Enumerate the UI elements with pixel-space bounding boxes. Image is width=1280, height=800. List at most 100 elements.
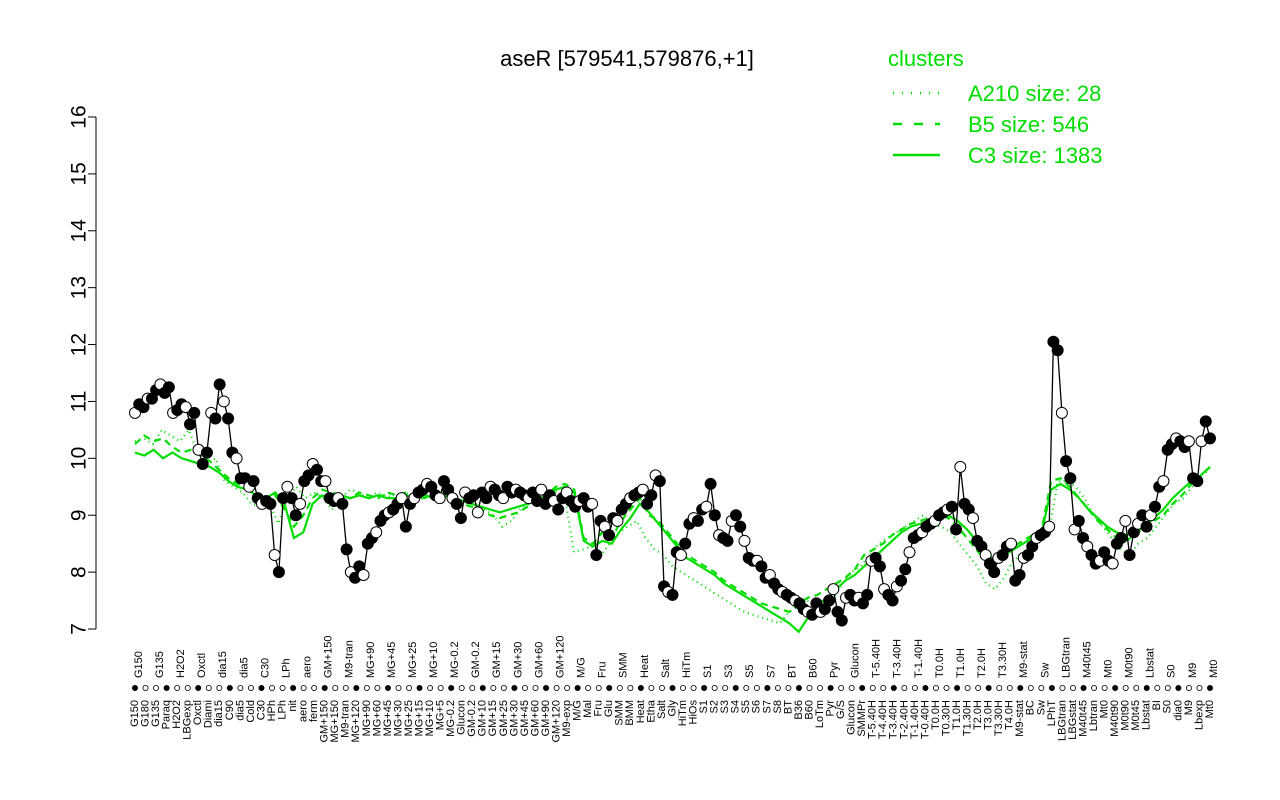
- x-tick-label: GM+60: [529, 700, 541, 736]
- x-tick-mark: [416, 685, 423, 692]
- x-tick-mark: [764, 685, 771, 692]
- x-tick-label: T-3.40H: [888, 700, 900, 739]
- x-tick-label-upper: T0.0H: [934, 648, 946, 678]
- x-tick-label-upper: H2O2: [175, 649, 187, 678]
- x-tick-mark: [1080, 685, 1087, 692]
- x-tick-mark: [1112, 685, 1119, 692]
- x-tick-label: MG-0.2: [445, 700, 457, 737]
- x-tick-mark: [774, 685, 781, 692]
- data-point: [552, 503, 565, 516]
- x-tick-label: T0.30H: [940, 700, 952, 736]
- x-tick-label-upper: M9-tran: [344, 640, 356, 678]
- x-tick-label: T2.0H: [972, 700, 984, 730]
- x-tick-label: M9: [1183, 700, 1195, 715]
- y-tick-label: 14: [68, 219, 91, 243]
- x-tick-mark: [384, 685, 391, 692]
- x-tick-label: MG+30: [392, 700, 404, 736]
- series-line-main: [134, 341, 1211, 623]
- x-tick-label-upper: Glucon: [850, 643, 862, 678]
- x-tick-mark: [932, 685, 939, 692]
- data-point: [1060, 455, 1073, 468]
- x-tick-mark: [585, 685, 592, 692]
- data-point: [674, 549, 687, 562]
- data-point: [1140, 520, 1153, 533]
- x-tick-mark: [258, 685, 265, 692]
- data-point: [217, 395, 230, 408]
- x-tick-label-upper: Mt0: [1103, 660, 1115, 678]
- x-tick-label-upper: B60: [807, 658, 819, 678]
- x-tick-label: LPhT: [1046, 700, 1058, 727]
- x-tick-mark: [1101, 685, 1108, 692]
- y-tick-label: 11: [68, 391, 91, 413]
- x-tick-mark: [616, 685, 623, 692]
- x-tick-label: dia0: [1172, 700, 1184, 721]
- x-tick-label: GM+150: [319, 700, 331, 743]
- x-tick-mark: [490, 685, 497, 692]
- x-tick-label: T1.30H: [962, 700, 974, 736]
- x-tick-label: Oxctl: [192, 700, 204, 725]
- data-point: [755, 560, 768, 573]
- data-point: [179, 401, 192, 414]
- x-tick-mark: [311, 685, 318, 692]
- x-tick-label: Mal: [582, 700, 594, 718]
- x-tick-mark: [174, 685, 181, 692]
- data-point: [1005, 537, 1018, 550]
- x-tick-label-upper: aero: [302, 656, 314, 678]
- data-point: [738, 534, 751, 547]
- x-tick-label-upper: LBGtran: [1060, 637, 1072, 678]
- data-point: [1051, 344, 1064, 357]
- x-axis: G150G180G135ParaqH2O2LBGexpOxctlDiamidia…: [129, 636, 1220, 743]
- x-tick-mark: [880, 685, 887, 692]
- x-tick-label-upper: S3: [723, 665, 735, 678]
- data-point: [1157, 475, 1170, 488]
- data-point: [823, 594, 836, 607]
- x-tick-mark: [290, 685, 297, 692]
- x-tick-label: T3.30H: [993, 700, 1005, 736]
- data-point: [1064, 472, 1077, 485]
- data-point: [294, 497, 307, 510]
- x-tick-label: T-0.40H: [919, 700, 931, 739]
- x-tick-label-upper: BT: [786, 664, 798, 678]
- x-tick-label: M40t45: [1077, 700, 1089, 737]
- x-tick-label: Glucon: [846, 700, 858, 735]
- data-point: [281, 480, 294, 493]
- data-point: [454, 512, 467, 525]
- series-layer: [129, 335, 1216, 634]
- x-tick-label: Diami: [203, 700, 215, 728]
- x-tick-mark: [722, 685, 729, 692]
- x-tick-label: MG+5: [435, 700, 447, 730]
- data-point: [497, 492, 510, 505]
- x-tick-mark: [532, 685, 539, 692]
- x-tick-mark: [395, 685, 402, 692]
- x-tick-label: aero: [298, 700, 310, 722]
- x-tick-mark: [964, 685, 971, 692]
- x-tick-mark: [1164, 685, 1171, 692]
- x-tick-label-upper: HiTm: [681, 652, 693, 678]
- data-point: [1106, 557, 1119, 570]
- x-tick-label-upper: G150: [133, 651, 145, 678]
- x-tick-label: MG+25: [403, 700, 415, 736]
- x-tick-label: G150: [129, 700, 141, 727]
- x-tick-label-upper: T3.30H: [997, 642, 1009, 678]
- x-tick-mark: [1143, 685, 1150, 692]
- data-point: [666, 588, 679, 601]
- x-tick-label: T-1.40H: [909, 700, 921, 739]
- y-tick-label: 16: [68, 105, 91, 128]
- x-tick-mark: [648, 685, 655, 692]
- x-tick-label-upper: GM+15: [491, 642, 503, 678]
- x-tick-label: Heat: [635, 700, 647, 723]
- x-tick-label: GM+10: [477, 700, 489, 736]
- x-tick-label: S5: [740, 700, 752, 713]
- x-tick-mark: [247, 685, 254, 692]
- x-tick-label-upper: GM+60: [533, 642, 545, 678]
- x-tick-mark: [353, 685, 360, 692]
- data-point: [399, 520, 412, 533]
- x-tick-label-upper: GM-0.2: [470, 641, 482, 678]
- data-point: [903, 546, 916, 559]
- x-tick-mark: [1006, 685, 1013, 692]
- x-tick-label: T3.0H: [983, 700, 995, 730]
- x-tick-label: M40t90: [1109, 700, 1121, 737]
- x-tick-mark: [521, 685, 528, 692]
- data-point: [357, 568, 370, 581]
- x-tick-mark: [500, 685, 507, 692]
